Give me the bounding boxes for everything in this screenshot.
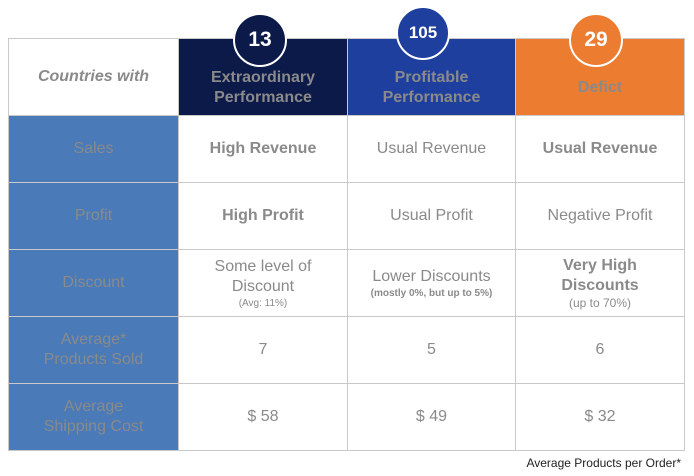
footnote: Average Products per Order*	[526, 456, 681, 470]
discount-deficit: Very High Discounts (up to 70%)	[515, 249, 685, 317]
row-shipping-cost: Average Shipping Cost $ 58 $ 49 $ 32	[8, 383, 685, 451]
discount-deficit-line1: Very High	[563, 257, 637, 274]
count-badge-profitable: 105	[396, 6, 450, 60]
row-label-shipping-line2: Shipping Cost	[43, 418, 144, 435]
discount-profitable: Lower Discounts (mostly 0%, but up to 5%…	[347, 249, 516, 317]
products-deficit: 6	[515, 316, 685, 384]
products-extraordinary: 7	[178, 316, 348, 384]
row-label-products-line1: Average*	[60, 331, 127, 348]
discount-extraordinary: Some level of Discount (Avg: 11%)	[178, 249, 348, 317]
shipping-deficit: $ 32	[515, 383, 685, 451]
header-profitable-line2: Performance	[382, 89, 481, 106]
row-label-sales: Sales	[8, 115, 179, 183]
row-sales: Sales High Revenue Usual Revenue Usual R…	[8, 115, 685, 183]
discount-extraordinary-line2: Discount	[231, 277, 295, 295]
count-badge-deficit: 29	[569, 13, 623, 67]
discount-deficit-line2: Discounts	[561, 277, 639, 294]
row-discount: Discount Some level of Discount (Avg: 11…	[8, 249, 685, 317]
discount-profitable-note: (mostly 0%, but up to 5%)	[370, 287, 493, 299]
header-extraordinary-line1: Extraordinary	[210, 69, 316, 86]
corner-label: Countries with	[8, 38, 179, 116]
count-badge-extraordinary: 13	[233, 13, 287, 67]
profit-extraordinary: High Profit	[178, 182, 348, 250]
header-deficit: Defict	[515, 38, 685, 116]
row-label-products-sold: Average* Products Sold	[8, 316, 179, 384]
sales-extraordinary: High Revenue	[178, 115, 348, 183]
sales-profitable: Usual Revenue	[347, 115, 516, 183]
shipping-extraordinary: $ 58	[178, 383, 348, 451]
header-profitable-line1: Profitable	[394, 69, 469, 86]
sales-deficit: Usual Revenue	[515, 115, 685, 183]
row-profit: Profit High Profit Usual Profit Negative…	[8, 182, 685, 250]
comparison-table: Countries with Extraordinary Performance…	[8, 38, 685, 451]
row-label-profit: Profit	[8, 182, 179, 250]
row-label-shipping-line1: Average	[63, 398, 124, 415]
header-deficit-label: Defict	[577, 79, 623, 96]
row-label-discount: Discount	[8, 249, 179, 317]
products-profitable: 5	[347, 316, 516, 384]
row-products-sold: Average* Products Sold 7 5 6	[8, 316, 685, 384]
shipping-profitable: $ 49	[347, 383, 516, 451]
header-extraordinary-line2: Performance	[214, 89, 312, 106]
row-label-shipping-cost: Average Shipping Cost	[8, 383, 179, 451]
discount-extraordinary-line1: Some level of	[214, 257, 312, 275]
discount-deficit-note: (up to 70%)	[568, 296, 632, 310]
discount-extraordinary-note: (Avg: 11%)	[238, 297, 288, 309]
profit-deficit: Negative Profit	[515, 182, 685, 250]
discount-profitable-main: Lower Discounts	[372, 267, 491, 285]
row-label-products-line2: Products Sold	[43, 351, 144, 368]
profit-profitable: Usual Profit	[347, 182, 516, 250]
